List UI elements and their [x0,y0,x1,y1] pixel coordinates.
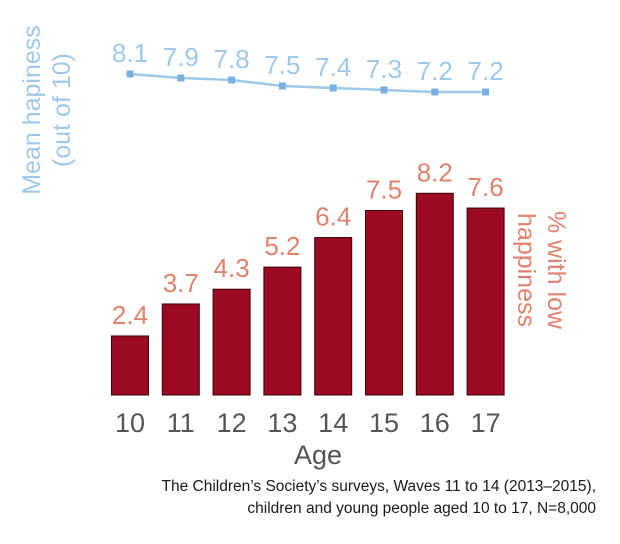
x-axis-title: Age [294,440,342,470]
line-point-age-13 [278,82,286,90]
x-tick-label-14: 14 [318,408,348,438]
bar-age-16 [415,192,454,396]
bar-value-label-age-17: 7.6 [468,172,504,202]
bar-value-label-age-14: 6.4 [315,202,351,232]
line-point-age-16 [431,88,439,96]
bar-value-label-age-12: 4.3 [214,253,250,283]
line-point-age-15 [380,86,388,94]
line-value-label-age-17: 7.2 [468,56,504,86]
line-point-age-11 [177,74,185,82]
line-point-age-12 [228,76,236,84]
x-tick-label-13: 13 [267,408,297,438]
x-tick-labels: 10 11 12 13 14 15 16 17 [115,408,501,438]
bar-age-12 [212,288,251,396]
bar-value-label-age-10: 2.4 [112,300,148,330]
bar-age-14 [314,237,353,396]
source-note-line-2: children and young people aged 10 to 17,… [247,500,596,517]
line-axis-label: Mean hapiness (out of 10) [18,25,76,195]
line-value-label-age-13: 7.5 [264,50,300,80]
x-tick-label-15: 15 [369,408,399,438]
bar-axis-label-line-1: % with low [542,211,570,330]
bar-value-label-age-11: 3.7 [163,268,199,298]
line-value-label-age-11: 7.9 [163,42,199,72]
line-axis-label-line-1: Mean hapiness [18,25,46,195]
bar-value-label-age-13: 5.2 [264,231,300,261]
x-tick-label-17: 17 [471,408,501,438]
line-point-age-14 [329,84,337,92]
line-series-group: 8.1 7.9 7.8 7.5 7.4 7.3 7.2 7.2 [112,38,504,96]
line-value-label-age-16: 7.2 [417,56,453,86]
line-axis-label-line-2: (out of 10) [48,53,76,167]
line-value-label-age-10: 8.1 [112,38,148,68]
line-series-path [129,72,486,94]
line-value-label-age-14: 7.4 [315,52,351,82]
line-point-age-10 [126,70,134,78]
happiness-by-age-chart: Mean hapiness (out of 10) % with lowhappi… [18,25,570,470]
bar-axis-label-line-2: happiness [512,213,540,327]
bars-group [111,192,505,396]
bar-age-17 [466,207,505,396]
x-tick-label-10: 10 [115,408,145,438]
line-point-age-17 [482,88,490,96]
bar-value-labels: 2.4 3.7 4.3 5.2 6.4 7.5 8.2 7.6 [112,157,504,330]
bar-age-11 [161,303,200,396]
source-note-line-1: The Children’s Society’s surveys, Waves … [161,478,596,495]
bar-value-label-age-16: 8.2 [417,157,453,187]
bar-age-15 [365,210,403,396]
x-tick-label-11: 11 [167,408,195,438]
bar-age-10 [111,335,149,396]
x-tick-label-12: 12 [217,408,247,438]
line-value-label-age-12: 7.8 [214,44,250,74]
x-tick-label-16: 16 [420,408,450,438]
bar-age-13 [263,266,302,396]
bar-value-label-age-15: 7.5 [366,175,402,205]
line-value-label-age-15: 7.3 [366,54,402,84]
